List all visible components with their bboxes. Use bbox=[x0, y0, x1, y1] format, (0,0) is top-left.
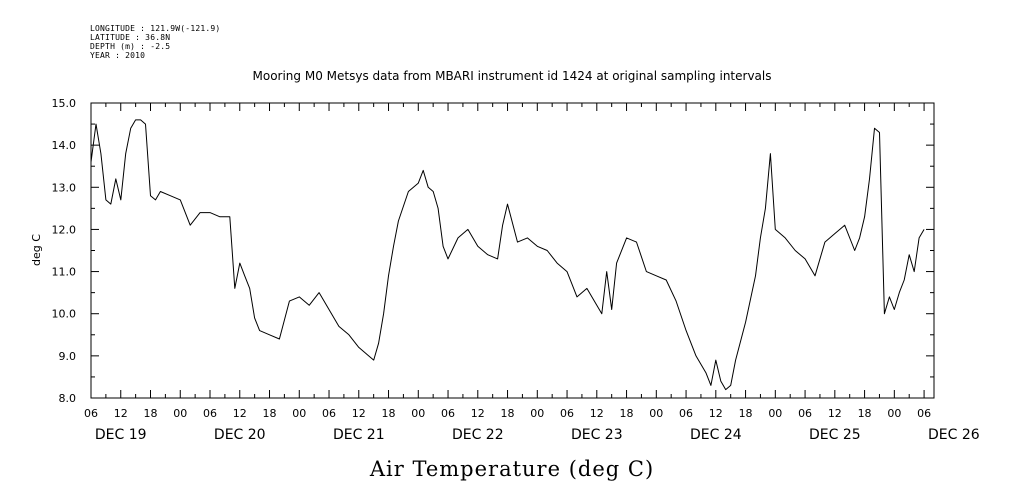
x-tick-label: 18 bbox=[501, 407, 515, 420]
x-tick-label: 18 bbox=[144, 407, 158, 420]
x-date-label: DEC 22 bbox=[452, 427, 504, 443]
x-tick-label: 18 bbox=[382, 407, 396, 420]
x-tick-label: 06 bbox=[84, 407, 98, 420]
x-date-label: DEC 21 bbox=[333, 427, 385, 443]
x-tick-label: 06 bbox=[679, 407, 693, 420]
x-tick-label: 12 bbox=[590, 407, 604, 420]
x-tick-label: 12 bbox=[233, 407, 247, 420]
y-tick-label: 14.0 bbox=[52, 139, 77, 152]
chart-title: Mooring M0 Metsys data from MBARI instru… bbox=[253, 69, 772, 83]
x-tick-label: 12 bbox=[114, 407, 128, 420]
x-tick-label: 12 bbox=[709, 407, 723, 420]
x-tick-label: 12 bbox=[471, 407, 485, 420]
x-tick-label: 06 bbox=[203, 407, 217, 420]
x-tick-label: 06 bbox=[798, 407, 812, 420]
x-date-label: DEC 19 bbox=[95, 427, 147, 443]
x-tick-label: 00 bbox=[530, 407, 544, 420]
x-tick-label: 06 bbox=[560, 407, 574, 420]
x-date-label: DEC 26 bbox=[928, 427, 980, 443]
y-tick-label: 12.0 bbox=[52, 223, 77, 236]
y-tick-label: 11.0 bbox=[52, 266, 77, 279]
y-tick-label: 10.0 bbox=[52, 308, 77, 321]
x-date-label: DEC 20 bbox=[214, 427, 266, 443]
y-axis: 8.0 9.0 10.0 11.0 12.0 13.0 14.0 15.0 bbox=[52, 97, 934, 405]
x-tick-label: 00 bbox=[411, 407, 425, 420]
metadata-block: LONGITUDE : 121.9W(-121.9) LATITUDE : 36… bbox=[90, 24, 220, 60]
y-tick-label: 9.0 bbox=[59, 350, 77, 363]
year-label: YEAR : 2010 bbox=[90, 51, 145, 60]
x-tick-label: 18 bbox=[739, 407, 753, 420]
x-tick-label: 12 bbox=[828, 407, 842, 420]
x-tick-label: 18 bbox=[263, 407, 277, 420]
x-tick-label: 00 bbox=[173, 407, 187, 420]
x-tick-label: 00 bbox=[292, 407, 306, 420]
air-temperature-line bbox=[90, 119, 925, 391]
x-tick-label: 12 bbox=[352, 407, 366, 420]
x-tick-label: 06 bbox=[917, 407, 931, 420]
latitude-label: LATITUDE : 36.8N bbox=[90, 33, 170, 42]
longitude-label: LONGITUDE : 121.9W(-121.9) bbox=[90, 24, 220, 33]
plot-frame bbox=[90, 102, 935, 399]
x-date-label: DEC 23 bbox=[571, 427, 623, 443]
x-date-label: DEC 25 bbox=[809, 427, 861, 443]
x-axis: 06 12 18 00 06 12 18 00 06 12 18 00 06 12 18 00 06 12 18 00… bbox=[84, 103, 980, 443]
x-axis-label: Air Temperature (deg C) bbox=[369, 457, 654, 481]
x-tick-label: 18 bbox=[620, 407, 634, 420]
y-tick-label: 8.0 bbox=[59, 392, 77, 405]
x-tick-label: 00 bbox=[887, 407, 901, 420]
y-axis-label: deg C bbox=[30, 234, 43, 266]
depth-label: DEPTH (m) : -2.5 bbox=[90, 42, 170, 51]
x-tick-label: 06 bbox=[322, 407, 336, 420]
y-tick-label: 13.0 bbox=[52, 181, 77, 194]
y-tick-label: 15.0 bbox=[52, 97, 77, 110]
x-tick-label: 06 bbox=[441, 407, 455, 420]
x-tick-label: 00 bbox=[768, 407, 782, 420]
x-tick-label: 00 bbox=[649, 407, 663, 420]
x-date-label: DEC 24 bbox=[690, 427, 742, 443]
x-tick-label: 18 bbox=[858, 407, 872, 420]
